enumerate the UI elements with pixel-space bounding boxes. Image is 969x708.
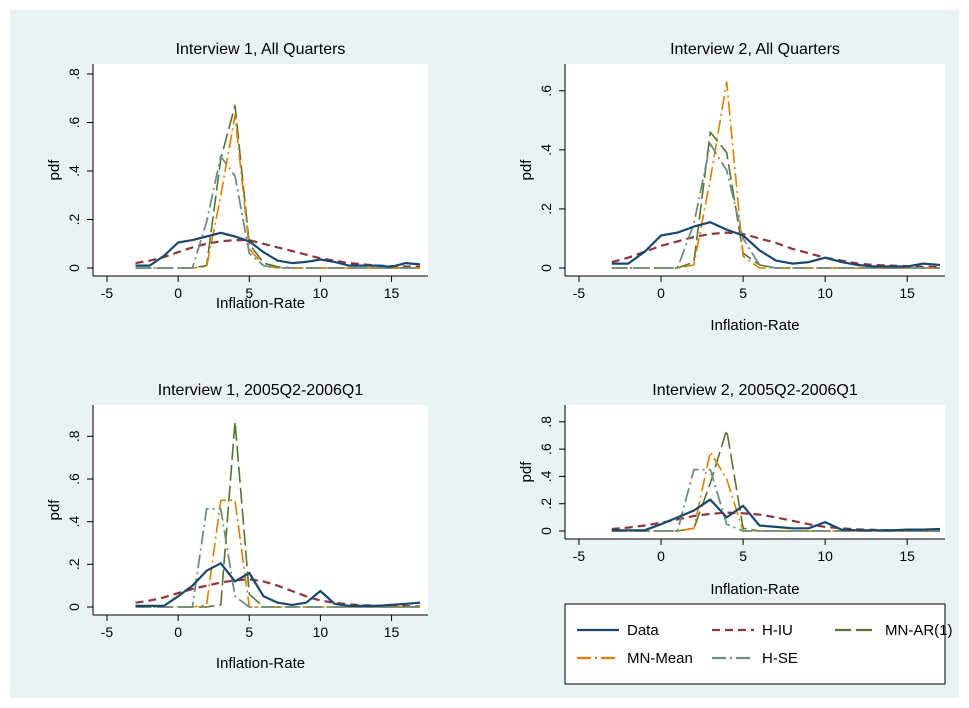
x-tick-label: 15 [899, 548, 915, 564]
chart-panel-2: Interview 2, All Quarters -5 0 5 10 15 0 .2 .4 .6… [518, 41, 945, 334]
y-axis-label: pdf [46, 499, 63, 521]
y-tick-label: .6 [538, 85, 554, 97]
x-tick-label: 10 [817, 548, 833, 564]
x-tick-label: 10 [817, 285, 833, 301]
chart-title: Interview 2, All Quarters [670, 41, 840, 58]
y-tick-label: 0 [538, 527, 554, 535]
x-tick-label: 15 [384, 624, 400, 640]
legend-label-h-iu: H-IU [762, 622, 793, 639]
y-tick-label: .6 [538, 443, 554, 455]
y-tick-label: .4 [538, 144, 554, 156]
chart-panel-4: Interview 2, 2005Q2-2006Q1 -5 0 5 10 15 0 .2 .4.… [518, 382, 945, 598]
plot-area [565, 64, 945, 276]
x-tick-label: 5 [739, 285, 747, 301]
x-tick-label: -5 [573, 548, 586, 564]
x-axis-label: Inflation-Rate [216, 655, 305, 672]
series-line-data [135, 231, 421, 268]
y-tick-label: 0 [66, 264, 82, 272]
series-line-h-iu [135, 578, 421, 608]
y-tick-label: .8 [66, 430, 82, 442]
x-axis-label: Inflation-Rate [710, 581, 799, 598]
y-tick-label: .4 [66, 165, 82, 177]
chart-title: Interview 2, 2005Q2-2006Q1 [652, 382, 858, 399]
y-axis-label: pdf [518, 159, 535, 181]
y-tick-label: .2 [538, 498, 554, 510]
x-tick-label: 10 [313, 285, 329, 301]
x-tick-label: 0 [657, 285, 665, 301]
y-tick-label: 0 [66, 603, 82, 611]
x-tick-label: -5 [101, 624, 114, 640]
x-axis-label: Inflation-Rate [710, 317, 799, 334]
x-tick-label: 5 [245, 285, 253, 301]
y-tick-label: .2 [66, 558, 82, 570]
x-tick-label: -5 [101, 285, 114, 301]
x-tick-label: 0 [657, 548, 665, 564]
x-tick-label: 10 [313, 624, 329, 640]
chart-panel-1: Interview 1, All Quarters -5 0 5 10 15 0 .2 .4 .6… [46, 41, 428, 312]
x-tick-label: -5 [573, 285, 586, 301]
y-tick-label: .6 [66, 473, 82, 485]
chart-legend: Data H-IU MN-AR(1) MN-Mean H-SE [564, 603, 953, 685]
plot-area [565, 405, 945, 539]
y-tick-label: .8 [538, 416, 554, 428]
y-tick-label: .6 [66, 116, 82, 128]
x-tick-label: 0 [174, 285, 182, 301]
series-line-h-iu [611, 231, 941, 269]
legend-label-mn-mean: MN-Mean [627, 650, 693, 667]
y-tick-label: .4 [66, 516, 82, 528]
y-tick-label: .8 [66, 68, 82, 80]
y-axis-label: pdf [518, 461, 535, 483]
series-line-data [611, 498, 941, 532]
series-line-data [611, 221, 941, 268]
chart-title: Interview 1, 2005Q2-2006Q1 [158, 382, 364, 399]
series-line-data [135, 562, 421, 608]
series-line-h-se [135, 155, 420, 269]
legend-label-h-se: H-SE [762, 650, 798, 667]
chart-title: Interview 1, All Quarters [176, 41, 346, 58]
x-tick-label: 0 [174, 624, 182, 640]
chart-panel-3: Interview 1, 2005Q2-2006Q1 -5 0 5 10 15 0 .2 .4.… [46, 382, 428, 672]
y-tick-label: .2 [538, 203, 554, 215]
y-axis-label: pdf [46, 159, 63, 181]
legend-label-data: Data [627, 622, 659, 639]
legend-label-mn-ar1: MN-AR(1) [885, 622, 953, 639]
series-line-h-se [611, 142, 940, 269]
plot-area [93, 405, 428, 615]
plot-area [93, 64, 428, 276]
x-tick-label: 15 [899, 285, 915, 301]
y-tick-label: .2 [66, 213, 82, 225]
y-tick-label: 0 [538, 264, 554, 272]
x-tick-label: 15 [384, 285, 400, 301]
legend-box [564, 603, 946, 685]
chart-panels: Interview 1, All Quarters -5 0 5 10 15 0 .2 .4 .6… [46, 41, 945, 672]
x-tick-label: 5 [739, 548, 747, 564]
x-tick-label: 5 [245, 624, 253, 640]
series-line-h-iu [135, 239, 421, 268]
y-tick-label: .4 [538, 470, 554, 482]
x-axis-label: Inflation-Rate [216, 295, 305, 312]
